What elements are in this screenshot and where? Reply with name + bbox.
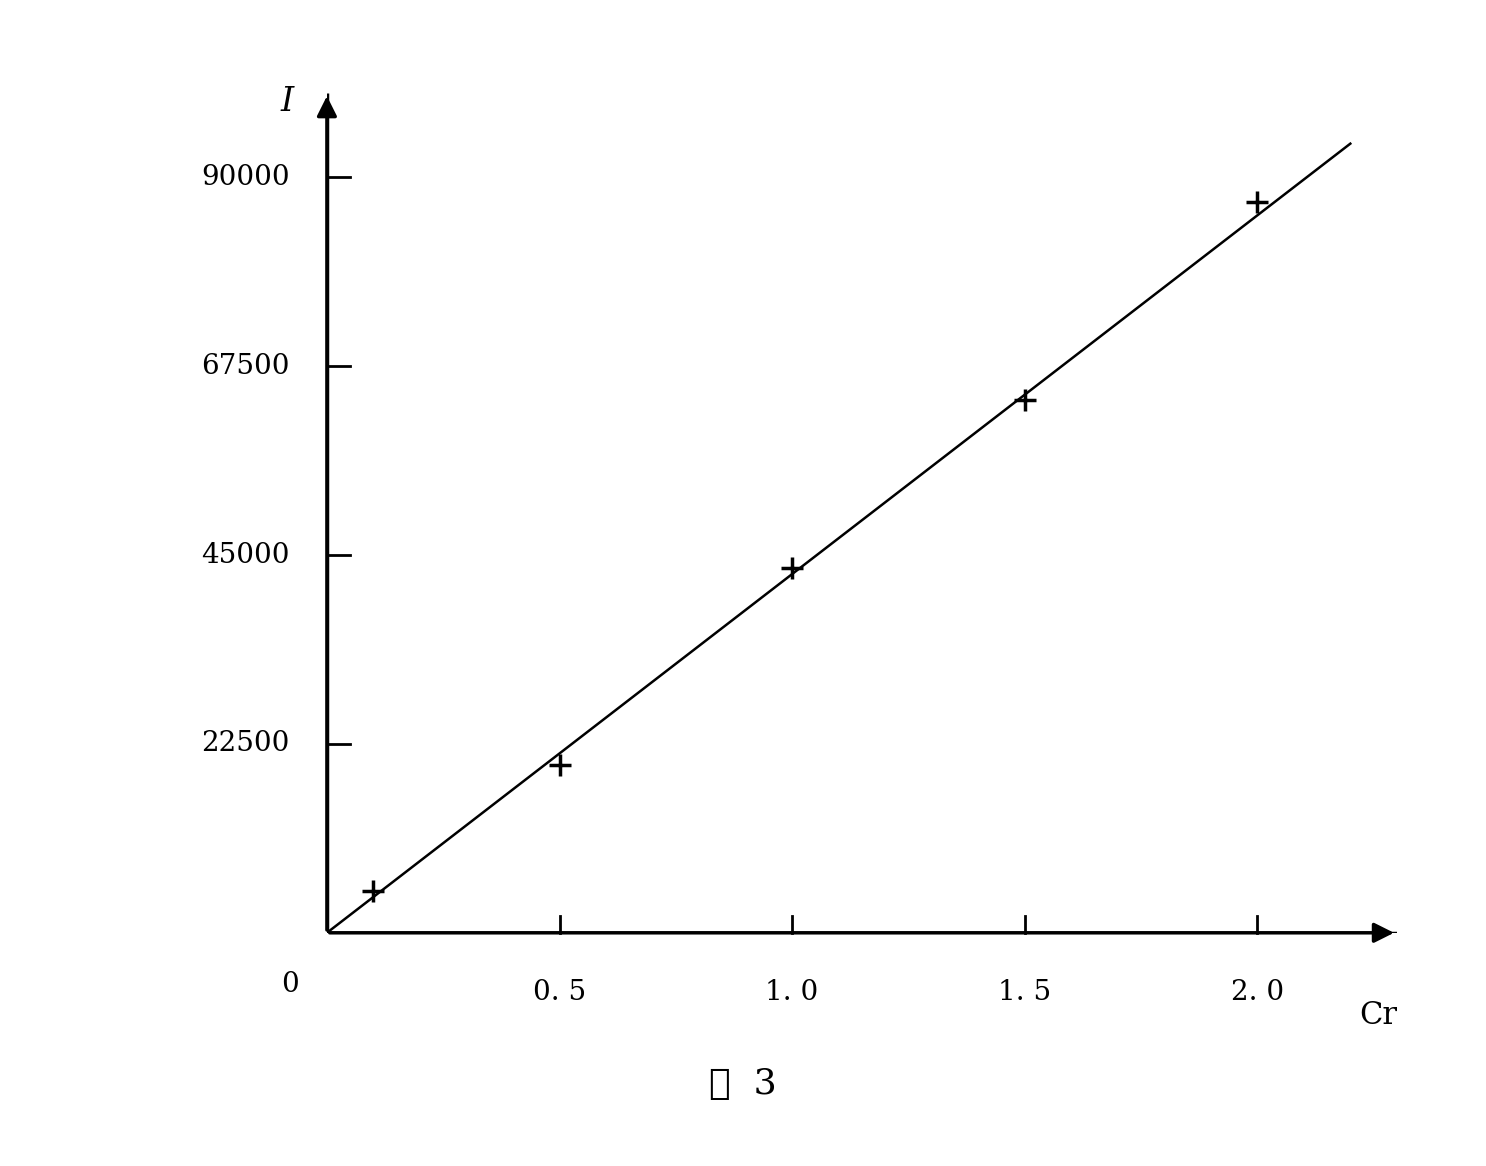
Text: 45000: 45000	[201, 541, 290, 569]
Text: 1. 0: 1. 0	[765, 979, 819, 1006]
Text: 图  3: 图 3	[709, 1067, 777, 1102]
Text: 67500: 67500	[201, 352, 290, 380]
Text: Cr: Cr	[1360, 1000, 1398, 1031]
Text: 1. 5: 1. 5	[999, 979, 1051, 1006]
Text: 2. 0: 2. 0	[1230, 979, 1284, 1006]
Text: I: I	[281, 86, 294, 119]
Text: 0: 0	[281, 970, 299, 998]
Text: 22500: 22500	[201, 730, 290, 758]
Text: 0. 5: 0. 5	[533, 979, 585, 1006]
Text: 90000: 90000	[201, 163, 290, 191]
